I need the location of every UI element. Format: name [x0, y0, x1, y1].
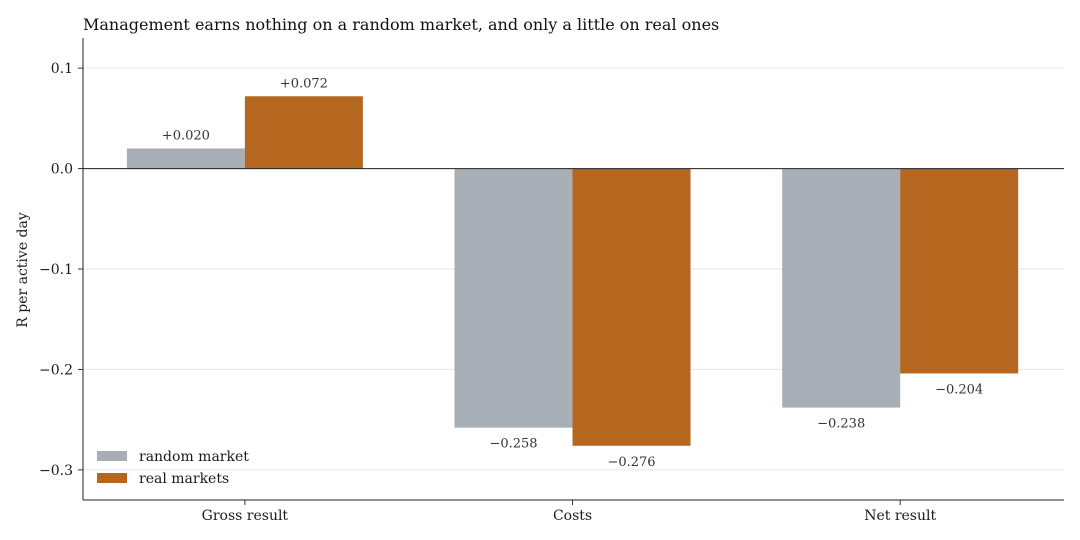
data-label: −0.204 [935, 382, 983, 397]
chart-title: Management earns nothing on a random mar… [83, 15, 719, 34]
legend-label: real markets [139, 471, 229, 487]
bar-real-markets-1 [572, 168, 691, 446]
data-label: −0.276 [607, 455, 655, 470]
bar-layer [126, 96, 1019, 446]
axis-layer: 0.1 0.0 −0.1 −0.2 −0.3 Gross result Costs Net r… [39, 38, 1064, 524]
x-tick-label: Gross result [202, 508, 289, 524]
bar-real-markets-2 [900, 168, 1019, 374]
x-tick-label: Net result [864, 508, 936, 524]
y-tick-label: −0.3 [39, 463, 73, 479]
legend: random market real markets [97, 449, 249, 487]
bar-real-markets-0 [244, 96, 363, 169]
y-tick-label: −0.1 [39, 262, 73, 278]
data-label: +0.072 [280, 76, 328, 91]
y-tick-label: 0.0 [51, 162, 73, 178]
legend-swatch [97, 451, 127, 461]
bar-random-market-1 [454, 168, 573, 428]
data-label: +0.020 [162, 128, 210, 143]
y-tick-label: −0.2 [39, 362, 73, 378]
y-tick-label: 0.1 [51, 61, 73, 77]
data-label: −0.258 [489, 437, 537, 452]
bar-random-market-2 [782, 168, 901, 408]
data-label-layer: +0.020 −0.258 −0.238 +0.072 −0.276 −0.204 [162, 76, 983, 470]
y-axis-title: R per active day [15, 212, 31, 328]
data-label: −0.238 [817, 417, 865, 432]
bar-random-market-0 [126, 148, 245, 169]
legend-label: random market [139, 449, 249, 465]
x-tick-label: Costs [553, 508, 592, 524]
legend-swatch [97, 473, 127, 483]
